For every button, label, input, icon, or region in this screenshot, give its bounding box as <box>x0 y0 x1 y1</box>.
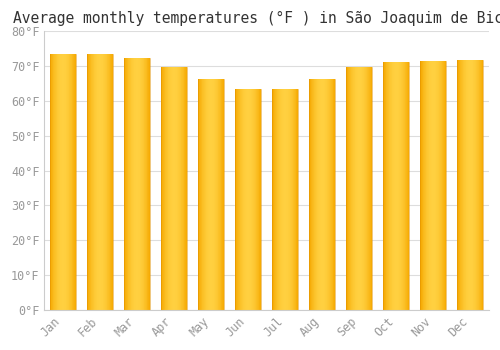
Title: Average monthly temperatures (°F ) in São Joaquim de Bicas: Average monthly temperatures (°F ) in Sã… <box>13 11 500 26</box>
